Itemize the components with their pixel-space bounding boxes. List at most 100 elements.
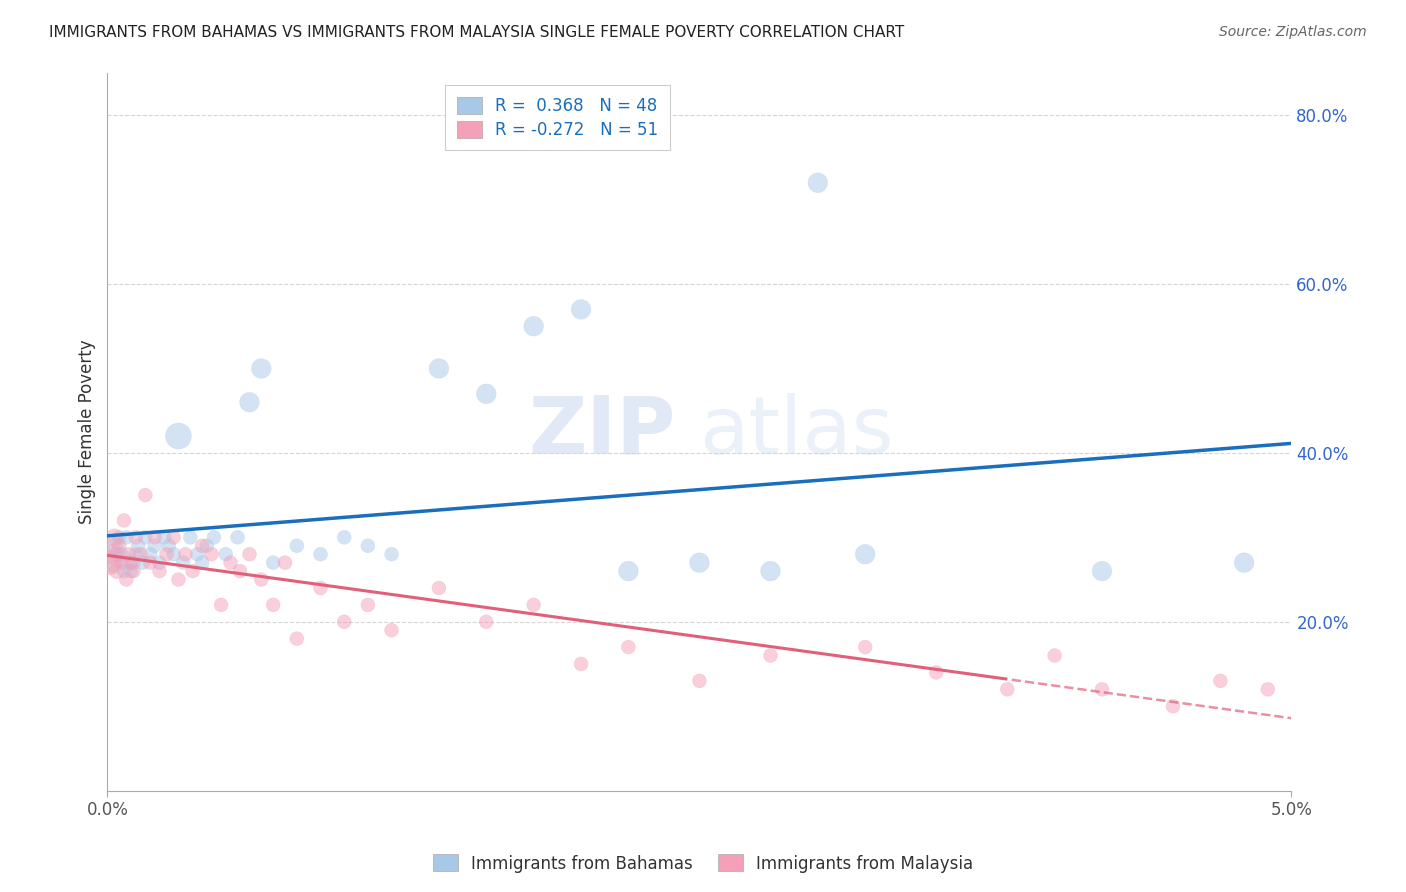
Point [174,547,197,561]
Point [155,547,177,561]
Point [148,564,170,578]
Point [427,581,450,595]
Point [120,564,142,578]
Text: atlas: atlas [699,392,894,471]
Point [688,556,710,570]
Point [380,623,402,637]
Point [153,530,176,544]
Point [103,530,125,544]
Point [229,564,252,578]
Point [125,530,148,544]
Point [380,547,402,561]
Point [179,530,201,544]
Point [163,547,186,561]
Point [357,598,380,612]
Point [285,632,308,646]
Text: Source: ZipAtlas.com: Source: ZipAtlas.com [1219,25,1367,39]
Point [759,648,782,663]
Point [569,302,592,317]
Point [262,598,284,612]
Point [191,556,214,570]
Point [134,530,156,544]
Legend: R =  0.368   N = 48, R = -0.272   N = 51: R = 0.368 N = 48, R = -0.272 N = 51 [444,85,669,151]
Point [309,581,332,595]
Point [143,539,166,553]
Point [132,556,155,570]
Point [215,547,238,561]
Point [688,673,710,688]
Point [617,640,640,654]
Point [475,386,498,401]
Point [274,556,297,570]
Point [1233,556,1256,570]
Point [186,547,208,561]
Point [148,556,170,570]
Point [1209,673,1232,688]
Point [139,547,162,561]
Point [617,564,640,578]
Point [195,539,218,553]
Point [105,547,128,561]
Point [925,665,948,680]
Point [129,547,152,561]
Point [110,547,132,561]
Point [200,547,222,561]
Point [523,598,546,612]
Point [143,530,166,544]
Point [112,513,135,527]
Point [427,361,450,376]
Point [122,556,145,570]
Point [1161,699,1184,714]
Point [181,564,204,578]
Point [108,530,131,544]
Point [226,530,249,544]
Point [309,547,332,561]
Point [1091,682,1114,697]
Point [569,657,592,671]
Point [157,539,180,553]
Point [1043,648,1066,663]
Text: IMMIGRANTS FROM BAHAMAS VS IMMIGRANTS FROM MALAYSIA SINGLE FEMALE POVERTY CORREL: IMMIGRANTS FROM BAHAMAS VS IMMIGRANTS FR… [49,25,904,40]
Point [238,395,260,409]
Point [209,598,232,612]
Point [250,361,273,376]
Point [202,530,225,544]
Point [120,556,142,570]
Point [125,547,148,561]
Point [127,539,149,553]
Point [115,530,138,544]
Point [333,530,356,544]
Point [285,539,308,553]
Point [101,556,124,570]
Point [995,682,1018,697]
Point [523,319,546,334]
Point [103,539,125,553]
Point [118,547,141,561]
Point [262,556,284,570]
Point [122,564,145,578]
Point [167,429,190,443]
Point [134,488,156,502]
Point [191,539,214,553]
Point [115,573,138,587]
Point [139,556,162,570]
Point [118,556,141,570]
Point [357,539,380,553]
Point [1091,564,1114,578]
Point [110,556,132,570]
Point [250,573,273,587]
Point [1257,682,1279,697]
Point [238,547,260,561]
Legend: Immigrants from Bahamas, Immigrants from Malaysia: Immigrants from Bahamas, Immigrants from… [426,847,980,880]
Y-axis label: Single Female Poverty: Single Female Poverty [79,340,96,524]
Point [101,547,124,561]
Point [853,547,876,561]
Point [108,539,131,553]
Point [167,573,190,587]
Text: ZIP: ZIP [529,392,676,471]
Point [172,556,194,570]
Point [98,556,121,570]
Point [853,640,876,654]
Point [112,564,135,578]
Point [333,615,356,629]
